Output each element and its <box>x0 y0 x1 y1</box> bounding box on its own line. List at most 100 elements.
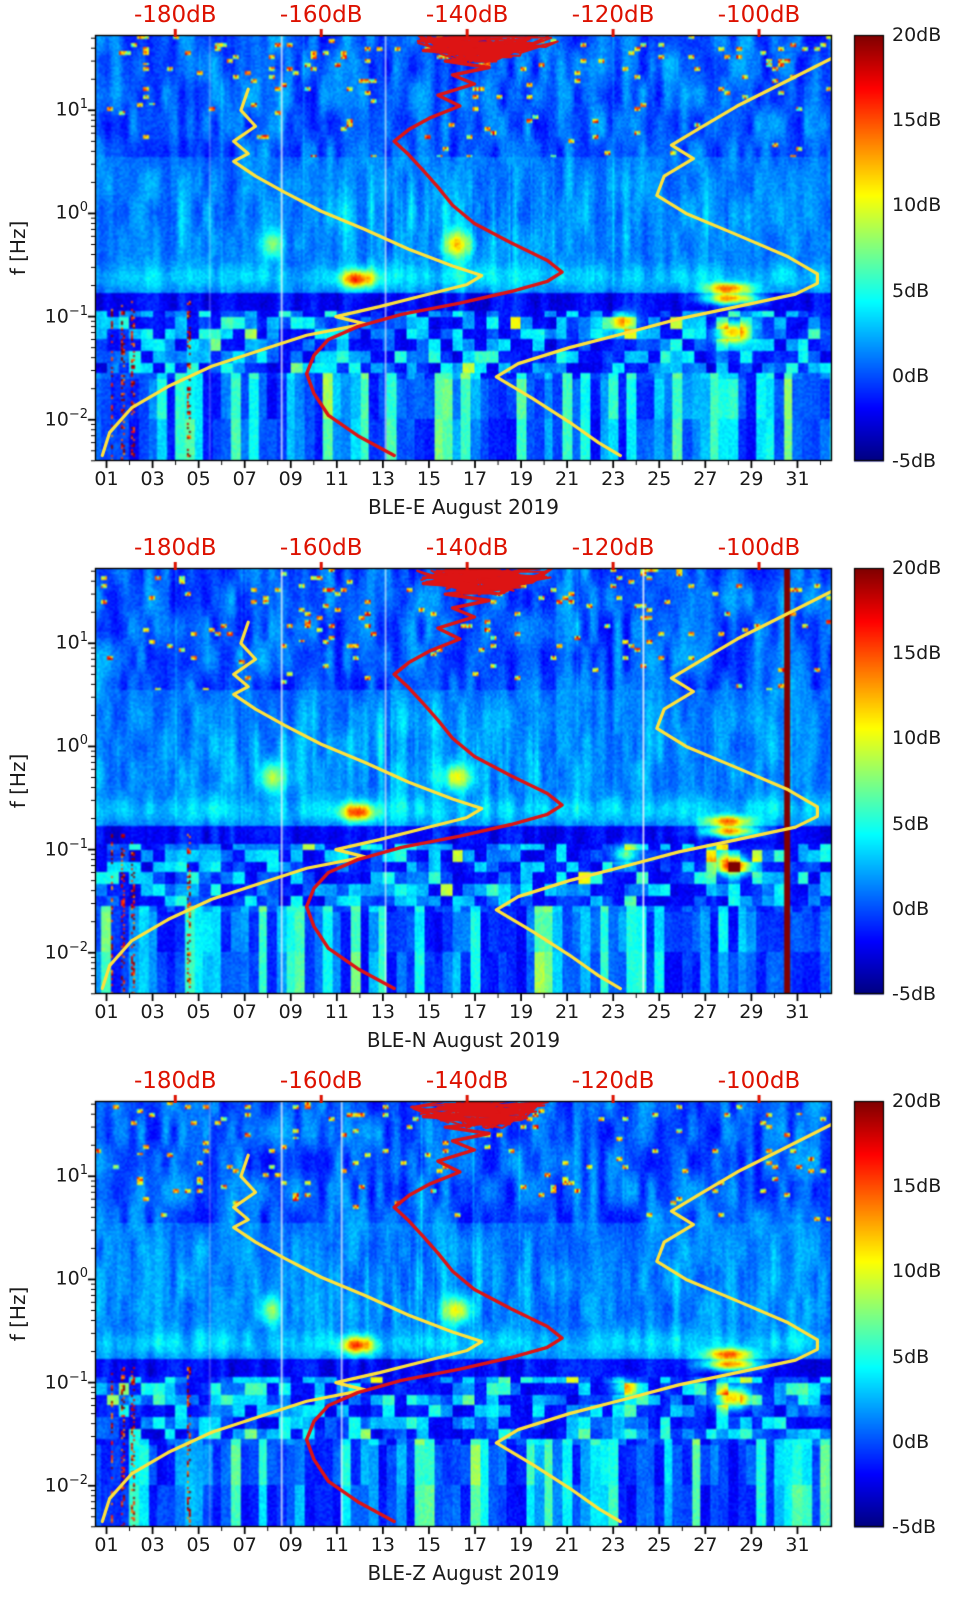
y-tick-exponent: 0 <box>79 1266 88 1282</box>
top-axis-label: -120dB <box>571 1068 655 1094</box>
x-tick-label: 03 <box>140 1534 165 1556</box>
x-tick-label: 11 <box>324 1534 349 1556</box>
y-tick-label: 10−2 <box>44 939 88 964</box>
colorbar-label: -5dB <box>892 450 937 472</box>
y-tick-exponent: −1 <box>68 1369 88 1385</box>
x-tick-label: 03 <box>140 468 165 490</box>
colorbar-label: 0dB <box>892 897 930 920</box>
top-axis-label: -120dB <box>571 535 655 561</box>
x-tick-label: 19 <box>508 468 534 490</box>
x-tick-label: 27 <box>693 1534 718 1556</box>
y-tick-label: 10−1 <box>44 1369 88 1393</box>
x-tick-label: 15 <box>416 468 442 490</box>
x-tick-label: 25 <box>647 1534 672 1556</box>
y-tick-exponent: 1 <box>79 1163 88 1179</box>
y-tick-exponent: 0 <box>79 733 88 749</box>
x-tick-label: 11 <box>324 1001 349 1023</box>
x-tick-label: 05 <box>186 468 211 490</box>
y-axis-label: f [Hz] <box>6 220 30 276</box>
x-tick-label: 23 <box>601 1534 626 1556</box>
panel-BLE-Z: -180dB -160dB -140dB -120dB -100dB 01 03 05 07 09… <box>0 1066 962 1599</box>
top-axis-label: -180dB <box>133 535 217 561</box>
top-axis-label: -180dB <box>133 1068 217 1094</box>
x-tick-label: 21 <box>555 1001 580 1023</box>
y-axis-label: f [Hz] <box>6 1286 30 1342</box>
x-tick-label: 27 <box>693 1001 718 1023</box>
x-tick-label: 07 <box>232 468 257 490</box>
colorbar-label: 20dB <box>892 557 942 579</box>
x-tick-label: 23 <box>601 468 626 490</box>
y-tick-exponent: 1 <box>79 630 88 646</box>
colorbar-label: 5dB <box>892 1345 930 1368</box>
x-tick-label: 29 <box>739 1534 764 1556</box>
x-tick-label: 13 <box>370 1001 395 1023</box>
y-tick-label: 101 <box>55 97 88 121</box>
x-tick-label: 13 <box>370 468 395 490</box>
x-tick-label: 09 <box>278 1001 303 1023</box>
x-tick-label: 11 <box>324 468 349 490</box>
top-axis-label: -160dB <box>279 2 363 28</box>
y-tick-label: 10−1 <box>44 303 88 327</box>
y-tick-exponent: −2 <box>68 406 88 422</box>
x-tick-label: 13 <box>370 1534 395 1556</box>
x-tick-label: 09 <box>278 1534 303 1556</box>
x-tick-label: 31 <box>785 1001 810 1023</box>
panel-BLE-E: -180dB -160dB -140dB -120dB -100dB 01 03 05 07 09… <box>0 0 962 533</box>
top-axis-label: -100dB <box>717 2 801 28</box>
colorbar-label: 0dB <box>892 1430 930 1453</box>
y-tick-exponent: −2 <box>68 939 88 955</box>
colorbar-label: 20dB <box>892 1090 942 1112</box>
x-tick-label: 07 <box>232 1534 257 1556</box>
y-tick-exponent: 1 <box>79 97 88 113</box>
x-tick-label: 23 <box>601 1001 626 1023</box>
x-tick-label: 09 <box>278 468 303 490</box>
y-tick-label: 100 <box>55 200 88 224</box>
spectrogram-canvas-BLE-Z <box>0 1066 962 1599</box>
x-tick-label: 15 <box>416 1001 442 1023</box>
y-tick-label: 10−1 <box>44 836 88 860</box>
top-axis-label: -100dB <box>717 535 801 561</box>
colorbar-label: 10dB <box>892 194 942 217</box>
x-tick-label: 25 <box>647 468 672 490</box>
x-tick-label: 25 <box>647 1001 672 1023</box>
top-axis-label: -100dB <box>717 1068 801 1094</box>
x-tick-label: 31 <box>785 1534 810 1556</box>
x-tick-label: 01 <box>94 1001 119 1023</box>
x-tick-label: 01 <box>94 468 119 490</box>
y-tick-exponent: −1 <box>68 303 88 319</box>
y-tick-label: 101 <box>55 630 88 654</box>
x-tick-label: 29 <box>739 1001 764 1023</box>
colorbar-label: -5dB <box>892 983 937 1005</box>
top-axis-label: -160dB <box>279 1068 363 1094</box>
top-axis-label: -120dB <box>571 2 655 28</box>
x-tick-label: 21 <box>555 1534 580 1556</box>
x-tick-label: 29 <box>739 468 764 490</box>
top-axis-label: -140dB <box>425 1068 509 1094</box>
colorbar-label: 5dB <box>892 812 930 835</box>
y-tick-label: 100 <box>55 733 88 757</box>
y-tick-label: 10−2 <box>44 1472 88 1497</box>
x-tick-label: 07 <box>232 1001 257 1023</box>
colorbar-label: 10dB <box>892 727 942 750</box>
x-tick-label: 05 <box>186 1534 211 1556</box>
colorbar-label: 10dB <box>892 1260 942 1283</box>
y-tick-exponent: −1 <box>68 836 88 852</box>
x-tick-label: 31 <box>785 468 810 490</box>
top-axis-label: -180dB <box>133 2 217 28</box>
x-tick-label: 01 <box>94 1534 119 1556</box>
spectrogram-canvas-BLE-N <box>0 533 962 1066</box>
x-tick-label: 19 <box>508 1534 534 1556</box>
y-tick-label: 101 <box>55 1163 88 1187</box>
top-axis-label: -140dB <box>425 2 509 28</box>
y-tick-exponent: −2 <box>68 1472 88 1488</box>
x-axis-label: BLE-N August 2019 <box>366 1028 561 1052</box>
colorbar-label: 15dB <box>892 1175 942 1198</box>
colorbar-label: 5dB <box>892 279 930 302</box>
y-axis-label: f [Hz] <box>6 753 30 809</box>
colorbar-label: 15dB <box>892 109 942 132</box>
colorbar-label: 15dB <box>892 642 942 665</box>
x-axis-label: BLE-Z August 2019 <box>367 1561 560 1585</box>
panel-BLE-N: -180dB -160dB -140dB -120dB -100dB 01 03 05 07 09… <box>0 533 962 1066</box>
x-tick-label: 19 <box>508 1001 534 1023</box>
